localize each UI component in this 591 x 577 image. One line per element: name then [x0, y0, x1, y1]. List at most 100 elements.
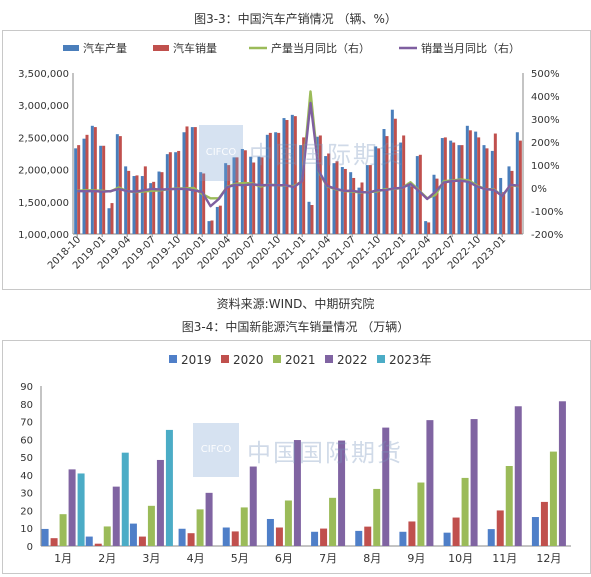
bar-2020-1月	[50, 538, 58, 546]
bar-2022-10月	[470, 419, 478, 546]
y-right-tick-label: 400%	[531, 92, 560, 103]
production-bar-2019-06	[140, 176, 144, 234]
sales-bar-2022-08	[460, 145, 464, 234]
bar-2020-2月	[94, 543, 102, 546]
sales-bar-2019-12	[193, 127, 197, 234]
y-left-tick-label: 2,500,000	[18, 133, 69, 144]
y-left-tick-label: 2,000,000	[18, 166, 69, 177]
x-tick-label: 3月	[142, 552, 160, 565]
legend-swatch-0	[63, 45, 79, 51]
production-bar-2019-04	[124, 166, 128, 234]
legend-label-2021: 2021	[285, 353, 316, 367]
production-bar-2020-07	[249, 156, 253, 234]
production-bar-2020-11	[282, 118, 286, 234]
sales-bar-2020-03	[218, 205, 222, 234]
production-bar-2019-12	[190, 127, 194, 234]
sales-bar-2021-06	[343, 168, 347, 234]
bar-2020-7月	[320, 528, 328, 546]
x-tick-label: 7月	[319, 552, 337, 565]
production-bar-2020-04	[224, 163, 228, 234]
production-bar-2021-07	[349, 172, 353, 234]
production-bar-2022-07	[449, 140, 453, 234]
legend-swatch-1	[153, 45, 169, 51]
y-right-tick-label: 200%	[531, 138, 560, 149]
sales-bar-2021-12	[393, 118, 397, 234]
sales-yoy-line	[77, 101, 519, 208]
sales-bar-2021-09	[368, 165, 372, 234]
bar-2022-6月	[293, 440, 301, 546]
bar-2021-8月	[373, 488, 381, 546]
sales-bar-2019-06	[143, 166, 147, 234]
chart1-source: 资料来源:WIND、中期研究院	[216, 297, 375, 311]
sales-bar-2021-04	[327, 153, 331, 234]
bar-2019-9月	[399, 531, 407, 546]
chart2-panel: 2019 2020 2021 2022 2023年 0 10 20 30 40 50 60 70 80 90…	[2, 340, 591, 574]
bar-2020-9月	[408, 521, 416, 546]
sales-bar-2019-04	[127, 170, 131, 234]
production-bar-2019-10	[174, 152, 178, 234]
y-tick-label: 0	[27, 542, 33, 553]
legend-swatch-2019	[169, 355, 177, 363]
bar-2021-1月	[59, 514, 67, 546]
y-tick-label: 30	[20, 489, 33, 500]
x-tick-label: 1月	[54, 552, 72, 565]
bar-2021-9月	[417, 482, 425, 546]
production-bar-2022-10	[474, 131, 478, 234]
sales-bar-2019-07	[152, 181, 156, 234]
production-bar-2022-06	[440, 138, 444, 234]
bar-2022-9月	[426, 420, 434, 546]
sales-bar-2019-05	[135, 175, 139, 234]
bar-2019-8月	[355, 530, 363, 546]
y-tick-label: 40	[20, 471, 33, 482]
production-bar-2021-06	[340, 167, 344, 234]
production-bar-2020-05	[232, 157, 236, 234]
bar-2020-3月	[138, 536, 146, 546]
watermark-logo: CIFCO	[199, 125, 243, 181]
production-bar-2019-09	[165, 154, 169, 234]
production-bar-2021-11	[382, 129, 386, 234]
production-bar-2021-04	[324, 156, 328, 234]
bar-2022-11月	[514, 406, 522, 546]
production-bar-2020-10	[274, 132, 278, 234]
sales-bar-2020-01	[202, 173, 206, 234]
sales-bar-2019-11	[185, 126, 189, 234]
production-bar-2022-08	[457, 145, 461, 234]
legend-label-2022: 2022	[337, 353, 368, 367]
production-bar-2022-03	[415, 156, 419, 234]
production-bar-2020-03	[215, 206, 219, 234]
y-tick-label: 10	[20, 524, 33, 535]
sales-bar-2019-02	[110, 203, 114, 234]
sales-bar-2021-01	[302, 137, 306, 234]
bar-2020-8月	[364, 526, 372, 546]
bar-2020-10月	[452, 517, 460, 546]
sales-bar-2019-09	[168, 152, 172, 234]
sales-bar-2020-05	[235, 157, 239, 234]
bar-2019-6月	[266, 518, 274, 546]
production-bar-2022-02	[407, 182, 411, 234]
x-tick-label: 2月	[98, 552, 116, 565]
production-bar-2021-03	[315, 136, 319, 234]
x-tick-label: 9月	[407, 552, 425, 565]
x-tick-label: 11月	[492, 552, 517, 565]
production-bar-2020-12	[290, 114, 294, 234]
production-bar-2018-10	[74, 148, 78, 234]
sales-bar-2020-04	[227, 165, 231, 234]
sales-bar-2019-03	[118, 136, 122, 234]
production-bar-2021-08	[357, 187, 361, 234]
y-left-tick-label: 1,000,000	[18, 230, 69, 241]
y-tick-label: 60	[20, 435, 33, 446]
y-right-tick-label: -200%	[531, 230, 563, 241]
chart1-caption: 图3-3：中国汽车产销情况 （辆、%）	[194, 12, 397, 26]
sales-bar-2018-12	[93, 127, 97, 234]
bar-2022-2月	[112, 486, 120, 546]
sales-bar-2022-11	[485, 148, 489, 234]
y-right-tick-label: -100%	[531, 207, 563, 218]
legend-label-2023年: 2023年	[389, 353, 432, 367]
sales-bar-2020-02	[210, 220, 214, 234]
chart2-svg: 2019 2020 2021 2022 2023年 0 10 20 30 40 50 60 70 80 90…	[20, 353, 571, 565]
sales-bar-2021-05	[335, 161, 339, 234]
bar-2022-8月	[382, 427, 390, 546]
sales-bar-2019-10	[177, 150, 181, 234]
chart1-panel: 汽车产量 汽车销量 产量当月同比（右） 销量当月同比（右） 1,000,000 1,500…	[2, 30, 591, 290]
bar-2021-10月	[461, 477, 469, 546]
